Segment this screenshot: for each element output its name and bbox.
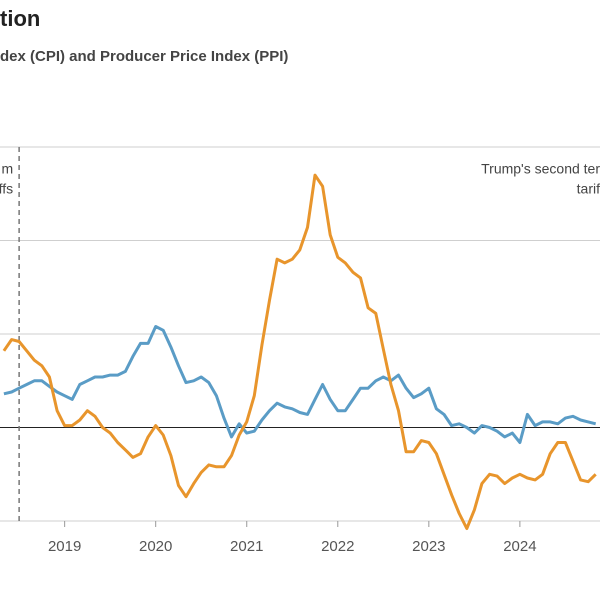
annotation: Trump's second ter (481, 161, 600, 177)
x-tick-label: 2022 (321, 538, 354, 555)
x-tick-label: 2021 (230, 538, 263, 555)
x-tick-label: 2024 (503, 538, 536, 555)
x-tick-label: 2019 (48, 538, 81, 555)
annotation: ffs (0, 181, 13, 197)
line (3, 325, 597, 444)
x-tick-label: 2023 (412, 538, 445, 555)
line (2, 173, 597, 530)
x-tick-label: 2020 (139, 538, 172, 555)
annotation: m (1, 161, 13, 177)
chart-title: tion (0, 6, 40, 31)
annotation: tarif (577, 181, 600, 197)
chart-subtitle: dex (CPI) and Producer Price Index (PPI) (0, 48, 288, 65)
